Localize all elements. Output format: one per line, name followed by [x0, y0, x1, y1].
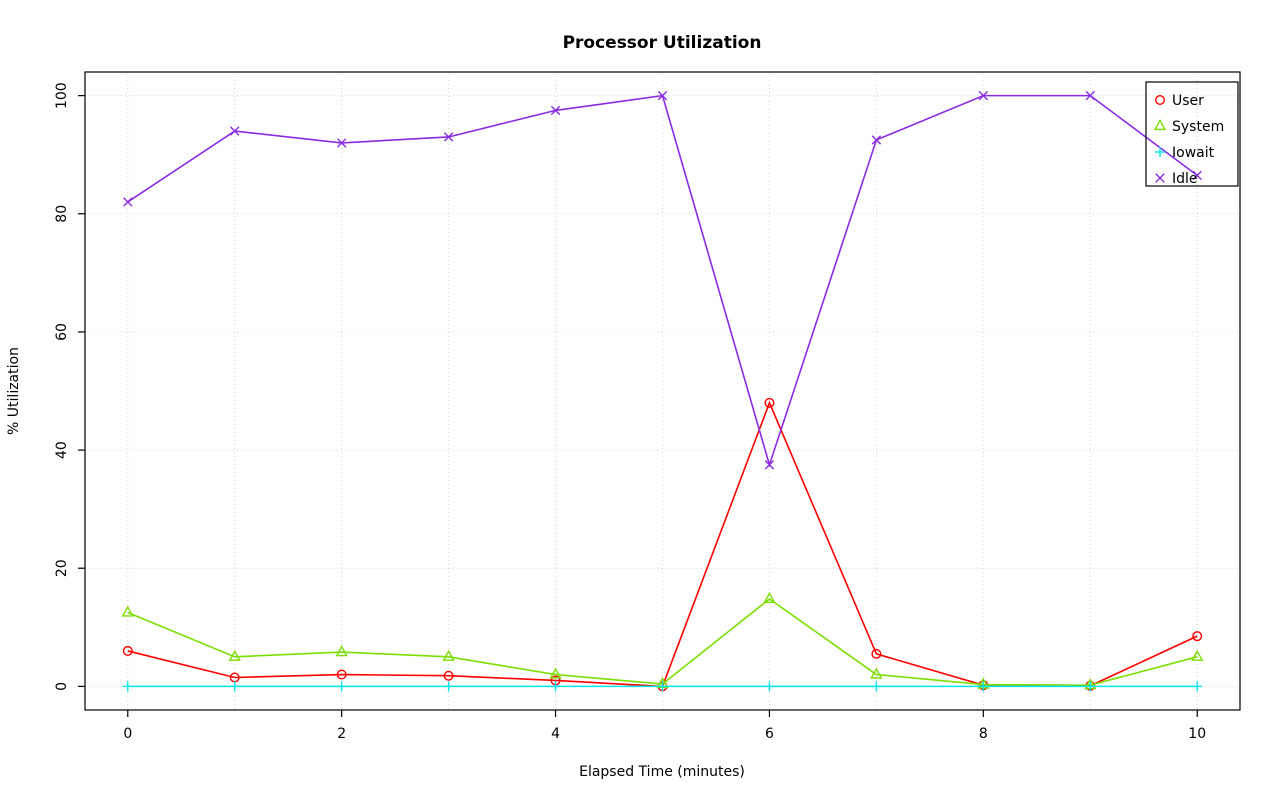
triangle-marker-icon: [763, 591, 776, 604]
plus-marker-icon: [122, 681, 133, 692]
plus-marker-icon: [229, 681, 240, 692]
chart-title: Processor Utilization: [563, 33, 762, 53]
x-tick-label: 2: [337, 726, 346, 742]
x-marker-icon: [336, 138, 347, 148]
triangle-marker-icon: [1191, 649, 1204, 661]
x-axis-label: Elapsed Time (minutes): [579, 764, 745, 780]
x-marker-icon: [1155, 173, 1165, 183]
triangle-marker-icon: [549, 667, 562, 679]
x-marker-icon: [1192, 170, 1202, 181]
legend-label: User: [1172, 93, 1204, 109]
triangle-marker-icon: [121, 605, 134, 617]
legend-entry-user: User: [1154, 93, 1204, 109]
legend-entry-system: System: [1153, 118, 1224, 135]
series-idle: [123, 90, 1202, 470]
y-tick-label: 0: [54, 682, 70, 691]
plus-marker-icon: [443, 681, 454, 692]
x-tick-label: 0: [123, 726, 132, 742]
plus-marker-icon: [1085, 681, 1096, 692]
circle-marker-icon: [336, 669, 347, 680]
triangle-marker-icon: [228, 649, 241, 661]
legend-box: [1145, 81, 1239, 187]
legend-entry-idle: Idle: [1155, 171, 1198, 187]
triangle-marker-icon: [335, 645, 348, 657]
y-tick-label: 40: [54, 441, 70, 459]
y-tick-label: 100: [54, 82, 70, 109]
series-iowait: [122, 681, 1203, 692]
y-tick-label: 80: [54, 205, 70, 223]
triangle-marker-icon: [1153, 118, 1167, 131]
y-tick-label: 60: [54, 323, 70, 341]
plus-marker-icon: [1155, 147, 1165, 157]
plus-marker-icon: [764, 681, 775, 692]
plus-marker-icon: [1192, 681, 1203, 692]
plus-marker-icon: [336, 681, 347, 692]
x-tick-label: 6: [765, 726, 774, 742]
legend-label: Iowait: [1172, 145, 1215, 161]
triangle-marker-icon: [442, 649, 455, 661]
legend-label: Idle: [1172, 171, 1198, 187]
x-tick-label: 10: [1188, 726, 1206, 742]
plus-marker-icon: [871, 681, 882, 692]
grid: [85, 72, 1240, 710]
x-marker-icon: [871, 135, 882, 145]
x-marker-icon: [657, 90, 668, 101]
legend-entry-iowait: Iowait: [1155, 145, 1215, 161]
series-lines: [121, 90, 1204, 692]
circle-marker-icon: [1192, 631, 1203, 642]
circle-marker-icon: [764, 397, 775, 408]
x-marker-icon: [123, 197, 133, 207]
x-marker-icon: [230, 126, 240, 136]
plot-border: [84, 71, 1241, 711]
x-marker-icon: [550, 105, 561, 116]
x-marker-icon: [764, 460, 775, 470]
circle-marker-icon: [1154, 94, 1165, 105]
x-marker-icon: [1085, 90, 1095, 101]
circle-marker-icon: [122, 645, 133, 656]
legend-label: System: [1172, 119, 1224, 135]
triangle-marker-icon: [870, 667, 883, 679]
y-tick-label: 20: [54, 559, 70, 577]
plus-marker-icon: [657, 681, 668, 692]
plus-marker-icon: [550, 681, 561, 692]
x-tick-label: 8: [979, 726, 988, 742]
y-axis-label: % Utilization: [6, 347, 22, 435]
x-marker-icon: [978, 90, 989, 101]
legend: User System Iowait Idle: [1145, 81, 1239, 187]
x-tick-label: 4: [551, 726, 560, 742]
x-marker-icon: [443, 132, 454, 142]
circle-marker-icon: [871, 648, 882, 659]
circle-marker-icon: [443, 670, 454, 681]
plus-marker-icon: [978, 681, 989, 692]
